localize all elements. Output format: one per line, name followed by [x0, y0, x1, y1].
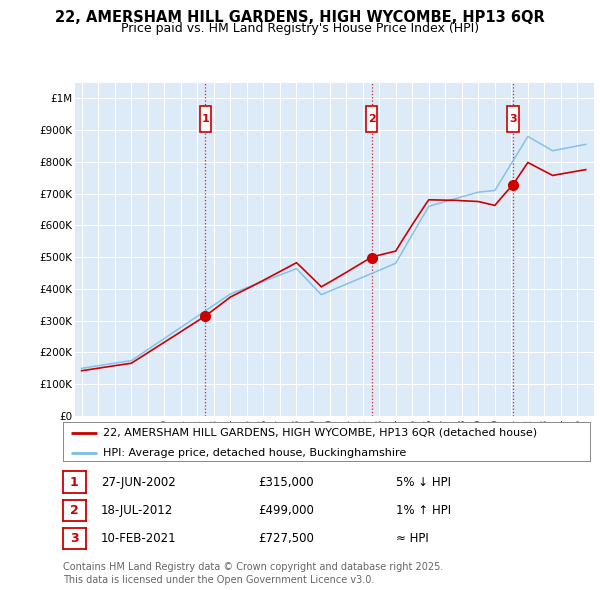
Bar: [200, 106, 211, 132]
Text: 1: 1: [202, 114, 209, 124]
Bar: [508, 106, 519, 132]
Text: 27-JUN-2002: 27-JUN-2002: [101, 476, 176, 489]
Bar: [366, 106, 377, 132]
Text: 1% ↑ HPI: 1% ↑ HPI: [396, 504, 451, 517]
Text: 10-FEB-2021: 10-FEB-2021: [101, 532, 176, 545]
Text: HPI: Average price, detached house, Buckinghamshire: HPI: Average price, detached house, Buck…: [103, 448, 406, 458]
Text: 3: 3: [70, 532, 79, 545]
Text: 18-JUL-2012: 18-JUL-2012: [101, 504, 173, 517]
Text: £315,000: £315,000: [258, 476, 314, 489]
Text: £499,000: £499,000: [258, 504, 314, 517]
Text: £727,500: £727,500: [258, 532, 314, 545]
Text: ≈ HPI: ≈ HPI: [396, 532, 429, 545]
Text: Price paid vs. HM Land Registry's House Price Index (HPI): Price paid vs. HM Land Registry's House …: [121, 22, 479, 35]
Text: 5% ↓ HPI: 5% ↓ HPI: [396, 476, 451, 489]
Text: 3: 3: [509, 114, 517, 124]
Text: 22, AMERSHAM HILL GARDENS, HIGH WYCOMBE, HP13 6QR (detached house): 22, AMERSHAM HILL GARDENS, HIGH WYCOMBE,…: [103, 428, 536, 438]
Text: 22, AMERSHAM HILL GARDENS, HIGH WYCOMBE, HP13 6QR: 22, AMERSHAM HILL GARDENS, HIGH WYCOMBE,…: [55, 10, 545, 25]
Text: 2: 2: [70, 504, 79, 517]
Text: Contains HM Land Registry data © Crown copyright and database right 2025.
This d: Contains HM Land Registry data © Crown c…: [63, 562, 443, 585]
Text: 1: 1: [70, 476, 79, 489]
Text: 2: 2: [368, 114, 376, 124]
